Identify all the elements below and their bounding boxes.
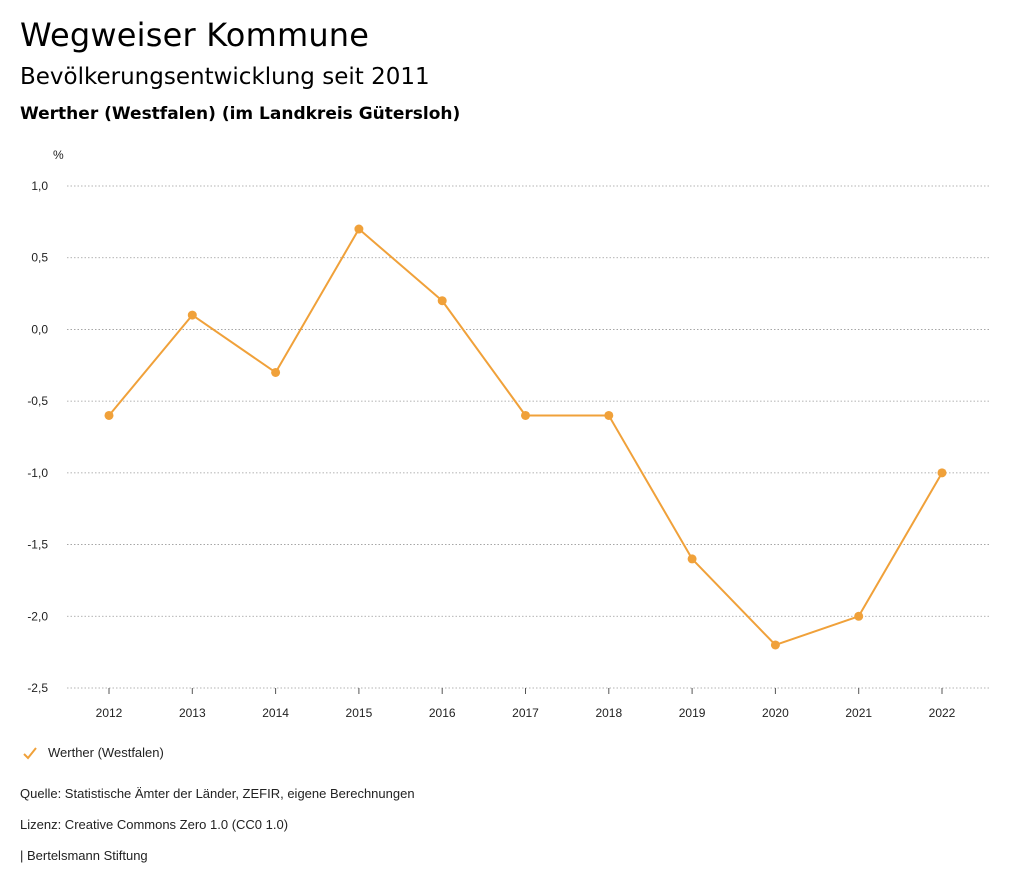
y-tick-label: 0,5 bbox=[31, 251, 48, 265]
y-tick-label: -0,5 bbox=[27, 394, 48, 408]
y-tick-label: -1,5 bbox=[27, 538, 48, 552]
x-tick-label: 2014 bbox=[262, 706, 289, 720]
data-point[interactable] bbox=[187, 310, 197, 320]
y-tick-label: -2,5 bbox=[27, 681, 48, 695]
series-line bbox=[108, 228, 943, 646]
y-axis-unit-label: % bbox=[53, 148, 64, 162]
x-axis-ticks: 2012 2013 2014 2015 2016 2017 2018 2019 2020 2021… bbox=[96, 688, 956, 720]
x-tick-label: 2019 bbox=[679, 706, 706, 720]
y-tick-label: 0,0 bbox=[31, 322, 48, 336]
data-point[interactable] bbox=[437, 296, 447, 306]
y-tick-label: -2,0 bbox=[27, 609, 48, 623]
data-point[interactable] bbox=[687, 554, 697, 564]
x-tick-label: 2021 bbox=[845, 706, 872, 720]
legend-check-icon bbox=[23, 746, 37, 759]
data-point[interactable] bbox=[604, 410, 614, 420]
license-note: Lizenz: Creative Commons Zero 1.0 (CC0 1… bbox=[20, 817, 289, 832]
page-title: Wegweiser Kommune bbox=[20, 16, 370, 54]
x-tick-label: 2018 bbox=[595, 706, 622, 720]
x-tick-label: 2015 bbox=[346, 706, 373, 720]
series-group bbox=[104, 224, 947, 650]
chart-legend[interactable]: Werther (Westfalen) bbox=[22, 745, 164, 760]
x-tick-label: 2017 bbox=[512, 706, 539, 720]
chart-subtitle: Bevölkerungsentwicklung seit 2011 bbox=[20, 64, 430, 90]
x-tick-label: 2013 bbox=[179, 706, 206, 720]
y-tick-label: -1,0 bbox=[27, 466, 48, 480]
data-point[interactable] bbox=[521, 410, 530, 420]
data-point[interactable] bbox=[937, 468, 947, 478]
data-point[interactable] bbox=[854, 611, 864, 621]
data-point[interactable] bbox=[770, 640, 780, 650]
y-tick-label: 1,0 bbox=[31, 179, 48, 193]
x-tick-label: 2016 bbox=[429, 706, 456, 720]
y-axis-ticks: 1,0 0,5 0,0 -0,5 -1,0 -1,5 -2,0 -2,5 bbox=[27, 179, 48, 695]
source-note: Quelle: Statistische Ämter der Länder, Z… bbox=[20, 786, 415, 801]
grid-lines bbox=[67, 185, 990, 689]
legend-label: Werther (Westfalen) bbox=[48, 745, 164, 760]
x-tick-label: 2022 bbox=[929, 706, 956, 720]
data-point[interactable] bbox=[354, 224, 364, 234]
data-point[interactable] bbox=[104, 410, 114, 420]
publisher-note: | Bertelsmann Stiftung bbox=[20, 848, 148, 863]
x-tick-label: 2020 bbox=[762, 706, 789, 720]
data-point[interactable] bbox=[271, 367, 281, 377]
region-label: Werther (Westfalen) (im Landkreis Güters… bbox=[20, 104, 461, 124]
line-chart: % 1,0 0,5 0,0 -0,5 -1,0 -1,5 -2,0 -2,5 2012 2013… bbox=[27, 148, 990, 720]
x-tick-label: 2012 bbox=[96, 706, 123, 720]
